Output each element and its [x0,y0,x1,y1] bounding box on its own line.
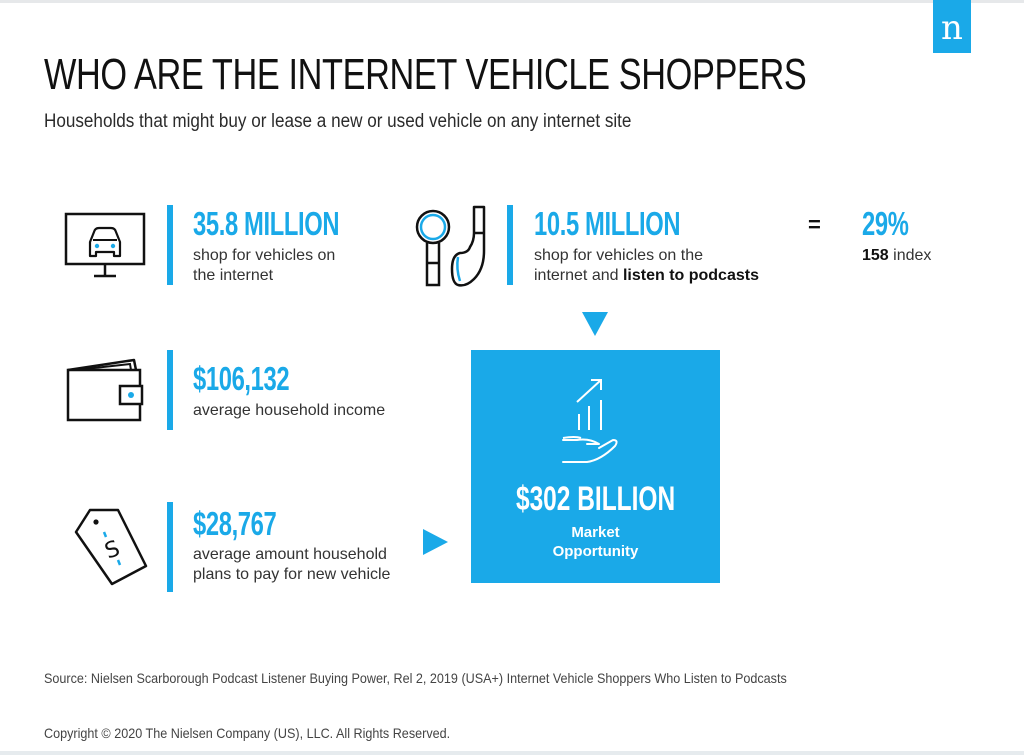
price-tag-icon: S [66,502,152,588]
podcast-shoppers-value: 10.5 MILLION [534,205,681,242]
desc-line: average amount household [193,546,387,563]
page-subtitle: Households that might buy or lease a new… [44,111,632,132]
accent-bar [167,205,173,285]
accent-bar [507,205,513,285]
income-desc: average household income [193,401,385,421]
copyright-note: Copyright © 2020 The Nielsen Company (US… [44,725,451,741]
page-title: WHO ARE THE INTERNET VEHICLE SHOPPERS [44,50,807,99]
accent-bar [167,350,173,430]
hand-growth-chart-icon [559,374,631,466]
percent-value: 29% [862,205,909,242]
index-value: 158 [862,247,889,264]
svg-text:S: S [102,536,124,564]
wallet-icon [64,356,148,424]
index-label: index [888,247,932,264]
nielsen-logo: n [933,0,971,53]
internet-shoppers-desc: shop for vehicles on the internet [193,246,335,286]
market-opportunity-label: Market Opportunity [471,523,720,561]
label-line: Opportunity [552,543,639,560]
arrow-down-icon [582,312,608,336]
desc-line: the internet [193,267,274,284]
earbuds-icon [414,203,490,291]
car-on-monitor-icon [64,212,148,280]
market-opportunity-value: $302 BILLION [471,480,720,518]
market-opportunity-box: $302 BILLION Market Opportunity [471,350,720,583]
top-border [0,0,1024,3]
logo-letter: n [941,8,963,48]
desc-line: plans to pay for new vehicle [193,566,391,583]
vehicle-spend-desc: average amount household plans to pay fo… [193,545,390,585]
desc-line: average household income [193,402,386,419]
arrow-right-icon [423,529,448,555]
index-text: 158 index [862,246,931,266]
source-note: Source: Nielsen Scarborough Podcast List… [44,670,787,686]
label-line: Market [571,524,620,541]
equals-sign: = [808,212,821,237]
bottom-border [0,751,1024,755]
podcast-shoppers-desc: shop for vehicles on the internet and li… [534,246,759,286]
vehicle-spend-value: $28,767 [193,505,277,542]
desc-text: internet and [534,267,623,284]
desc-line: shop for vehicles on the [534,247,703,264]
desc-line: shop for vehicles on [193,247,336,264]
desc-line: internet and listen to podcasts [534,266,759,286]
accent-bar [167,502,173,592]
desc-bold-text: listen to podcasts [622,267,759,284]
income-value: $106,132 [193,360,290,397]
value-text: $302 BILLION [515,480,676,518]
internet-shoppers-value: 35.8 MILLION [193,205,340,242]
